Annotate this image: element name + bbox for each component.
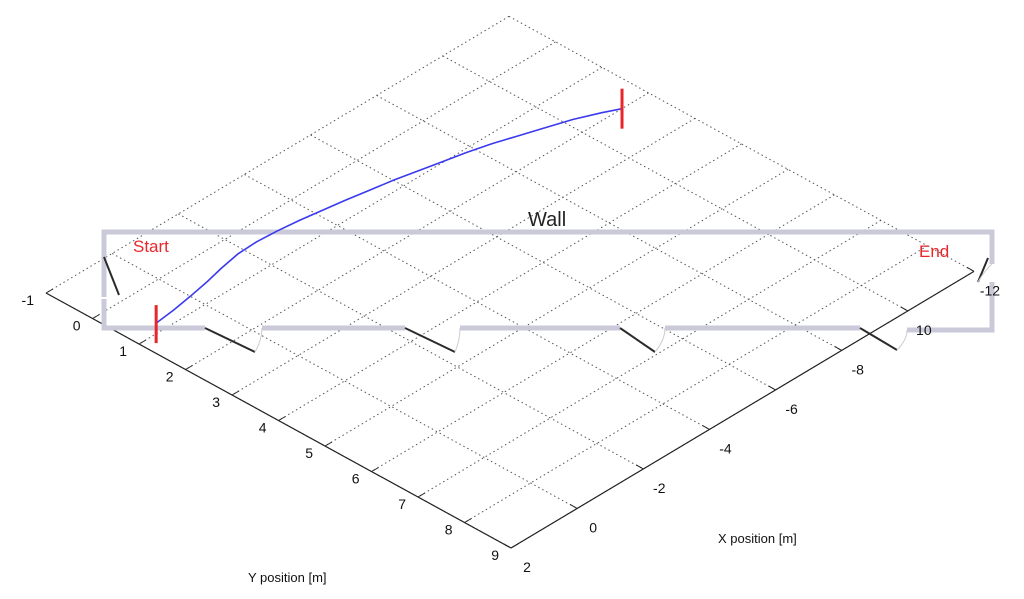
grid-line-y	[45, 15, 510, 294]
x-axis-line	[510, 270, 975, 549]
door-swing-arc	[654, 327, 666, 353]
wall-segment	[907, 282, 995, 333]
axes	[45, 266, 975, 549]
door-leaf	[619, 327, 656, 353]
y-tick	[45, 288, 54, 294]
start-label: Start	[133, 237, 169, 256]
x-tick	[834, 345, 842, 351]
y-tick-label: 1	[119, 343, 127, 359]
y-tick	[92, 314, 100, 319]
markers	[154, 88, 624, 344]
y-tick-label: -1	[22, 292, 35, 308]
grid-line-x	[310, 134, 776, 391]
x-tick	[768, 385, 776, 391]
door-swing-arc	[977, 263, 993, 283]
y-tick-label: 8	[445, 522, 453, 538]
grid-line-x	[508, 15, 975, 272]
tick-labels: -1 0 1 2 3 4 5 6 7 8 9 2 0 -2 -4 -6 -8 10 -12	[22, 282, 1001, 575]
door-leaf	[859, 327, 898, 351]
grid-lines	[45, 15, 975, 549]
door-leaf	[977, 257, 989, 283]
wall-segment	[101, 229, 995, 297]
y-tick-label: 9	[491, 547, 499, 563]
grid-line-x	[376, 94, 842, 351]
grid-line-y	[92, 41, 556, 319]
y-tick-label: 5	[305, 445, 313, 461]
x-tick-label: -2	[653, 480, 666, 496]
y-tick	[464, 518, 472, 523]
door-leaf	[103, 256, 120, 296]
door-swing-arc	[254, 327, 263, 353]
grid-line-x	[178, 213, 644, 470]
y-tick-label: 3	[212, 394, 220, 410]
end-label: End	[919, 242, 949, 261]
grid-line-y	[417, 219, 882, 498]
x-tick	[966, 266, 975, 272]
x-tick-label: 2	[523, 559, 531, 575]
door-swing-arc	[896, 329, 908, 351]
door-leaf	[404, 327, 456, 353]
y-tick-label: 2	[166, 369, 174, 385]
y-tick	[138, 339, 147, 345]
grid-line-y	[278, 143, 742, 421]
grid-line-y	[464, 245, 928, 523]
door-swing-arc	[454, 327, 461, 353]
x-tick	[636, 464, 644, 470]
y-tick-label: 6	[352, 471, 360, 487]
wall-label: Wall	[528, 209, 566, 231]
y-tick-label: 0	[73, 318, 81, 334]
grid-line-x	[442, 55, 909, 312]
wall-segment	[101, 299, 205, 331]
grid-line-y	[231, 117, 696, 396]
grid-line-x	[111, 253, 578, 509]
walls	[101, 229, 995, 353]
y-tick	[510, 543, 519, 549]
y-tick	[324, 441, 333, 447]
y-tick	[278, 416, 286, 421]
y-tick	[231, 390, 240, 396]
trajectory-line	[155, 107, 623, 324]
y-tick-label: 7	[398, 496, 406, 512]
x-tick	[569, 504, 578, 509]
series	[155, 107, 623, 324]
grid-line-x	[244, 174, 710, 430]
x-tick-label: -12	[980, 282, 1000, 298]
door-leaf	[204, 327, 256, 353]
y-tick	[417, 492, 426, 498]
x-tick-label: -8	[851, 361, 864, 377]
y-tick	[371, 467, 379, 472]
grid-line-y	[371, 194, 835, 472]
x-tick	[702, 425, 710, 430]
grid-line-y	[138, 66, 603, 345]
x-tick	[503, 543, 512, 549]
y-axis-title: Y position [m]	[248, 570, 327, 585]
x-tick-label: 0	[589, 519, 597, 535]
x-tick-label: -4	[719, 440, 732, 456]
x-tick	[900, 306, 909, 312]
x-axis-title: X position [m]	[718, 531, 797, 546]
y-tick-label: 4	[259, 420, 267, 436]
x-tick-label: -6	[785, 401, 798, 417]
x-tick-label: 10	[916, 322, 932, 338]
y-tick	[185, 365, 193, 370]
